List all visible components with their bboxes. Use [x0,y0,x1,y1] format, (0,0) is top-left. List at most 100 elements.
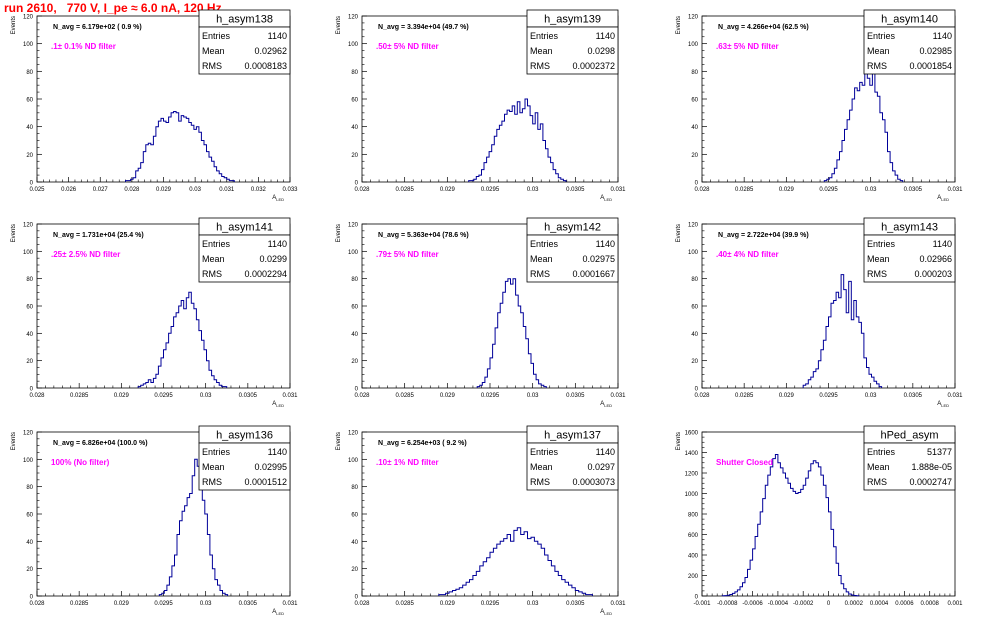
stat-value-mean: 1.888e-05 [911,462,952,472]
x-tick-label: 0.0285 [395,393,414,399]
x-tick-label: 0.03 [527,187,539,193]
x-tick-label: 0.0295 [154,393,173,399]
x-tick-label: 0.031 [219,187,235,193]
stats-body-frame [526,442,619,491]
stat-value-mean: 0.02962 [254,46,287,56]
x-tick-label: 0.0002 [845,601,864,607]
stat-label-entries: Entries [867,239,896,249]
x-tick-label: 0.0295 [481,187,500,193]
x-tick-label: -0.001 [693,601,711,607]
stat-label-mean: Mean [867,462,890,472]
x-tick-label: 0.0285 [735,187,754,193]
x-tick-label: 0.0285 [70,393,89,399]
stat-label-entries: Entries [202,447,231,457]
x-axis-label: ALED [937,401,949,408]
y-tick-label: 100 [23,42,34,48]
histogram-line [476,278,547,388]
x-tick-label: 0.031 [610,601,626,607]
y-tick-label: 120 [688,15,699,21]
x-tick-label: 0.031 [282,601,298,607]
y-axis-label: Events [676,16,682,34]
y-tick-label: 20 [691,153,698,159]
y-tick-label: 0 [30,181,34,187]
n-avg-label: N_avg = 2.722e+04 (39.9 %) [718,232,809,239]
y-tick-label: 80 [26,70,33,76]
x-tick-label: 0.025 [29,187,45,193]
x-tick-label: 0.031 [610,187,626,193]
stat-label-mean: Mean [202,46,225,56]
y-tick-label: 40 [26,125,33,131]
y-axis-label: Events [11,432,17,450]
stat-label-rms: RMS [530,477,550,487]
stat-value-rms: 0.0002747 [909,477,952,487]
x-tick-label: 0.03 [865,187,877,193]
stat-value-mean: 0.02985 [919,46,952,56]
y-tick-label: 120 [23,431,34,437]
x-tick-label: 0 [827,601,831,607]
stat-label-rms: RMS [867,269,887,279]
stat-value-rms: 0.0003073 [572,477,615,487]
x-tick-label: 0.028 [29,601,45,607]
y-tick-label: 100 [23,458,34,464]
y-tick-label: 80 [351,485,358,491]
y-tick-label: 100 [688,250,699,256]
y-tick-label: 400 [688,554,699,560]
x-axis-label: ALED [272,195,284,202]
x-tick-label: 0.0295 [154,601,173,607]
y-tick-label: 40 [351,332,358,338]
x-tick-label: 0.0305 [566,187,585,193]
x-tick-label: 0.028 [354,393,370,399]
stat-label-entries: Entries [202,239,231,249]
stat-label-rms: RMS [202,61,222,71]
x-tick-label: -0.0002 [793,601,814,607]
y-tick-label: 60 [26,98,33,104]
histogram-name: h_asym142 [544,222,601,234]
x-tick-label: 0.029 [114,393,130,399]
x-tick-label: 0.03 [200,601,212,607]
y-tick-label: 40 [26,540,33,546]
y-tick-label: 600 [688,533,699,539]
stat-label-rms: RMS [867,477,887,487]
filter-annotation: .79± 5% ND filter [376,250,439,259]
n-avg-label: N_avg = 3.394e+04 (49.7 %) [378,24,469,31]
x-tick-label: 0.0295 [481,393,500,399]
stat-label-entries: Entries [530,447,559,457]
x-tick-label: 0.028 [354,601,370,607]
y-tick-label: 120 [348,431,359,437]
stat-value-entries: 1140 [933,31,952,41]
y-tick-label: 200 [688,574,699,580]
x-tick-label: 0.0305 [904,187,923,193]
y-tick-label: 0 [30,595,34,601]
histogram-name: hPed_asym [880,430,938,442]
x-tick-label: 0.027 [93,187,109,193]
stat-label-rms: RMS [202,269,222,279]
y-axis-label: Events [11,16,17,34]
x-tick-label: 0.029 [440,601,456,607]
stat-value-mean: 0.0298 [587,46,615,56]
stat-value-mean: 0.02966 [919,254,952,264]
y-tick-label: 100 [348,458,359,464]
y-axis-label: Events [676,224,682,242]
x-tick-label: 0.029 [779,393,795,399]
y-tick-label: 60 [691,98,698,104]
stats-body-frame [198,234,291,283]
y-axis-label: Events [336,432,342,450]
y-tick-label: 40 [351,540,358,546]
histogram-panel-hPed_asym: 0 200 400 600 800 1000 1200 1400 1600 -0.001 -0.00… [676,425,963,607]
x-tick-label: 0.0008 [921,601,940,607]
histogram-panel-h_asym143: 0 20 40 60 80 100 120 0.028 0.0285 0.029 0.0295 0.0… [676,217,963,408]
y-tick-label: 120 [348,223,359,229]
x-tick-label: 0.0285 [395,187,414,193]
x-tick-label: 0.032 [251,187,267,193]
x-tick-label: 0.0006 [895,601,914,607]
filter-annotation: Shutter Closed [716,458,773,467]
stats-body-frame [198,442,291,491]
y-tick-label: 80 [691,70,698,76]
stats-box: h_asym140 Entries 1140 Mean 0.02985 RMS 0.0001… [863,9,956,75]
y-tick-label: 0 [30,387,34,393]
stat-label-rms: RMS [530,61,550,71]
y-tick-label: 100 [688,42,699,48]
x-axis-label: ALED [272,401,284,408]
x-tick-label: 0.0305 [904,393,923,399]
histogram-panel-h_asym136: 0 20 40 60 80 100 120 0.028 0.0285 0.029 0.0295 0.0… [11,425,298,616]
